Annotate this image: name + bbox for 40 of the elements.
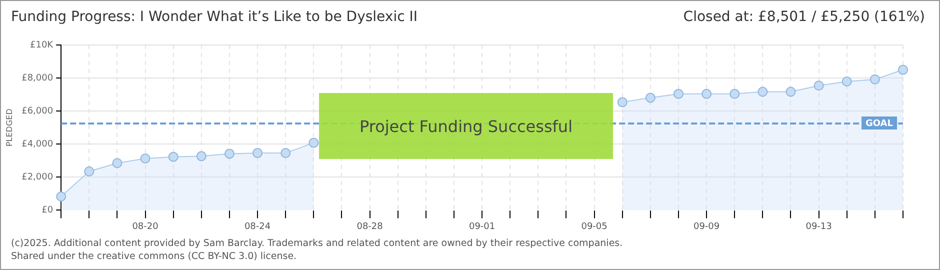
point xyxy=(196,151,206,162)
point xyxy=(617,97,628,108)
x-tick-label: 08-20 xyxy=(132,222,159,232)
x-tick-label: 09-05 xyxy=(581,222,608,232)
point xyxy=(673,88,684,99)
point xyxy=(842,76,852,87)
point xyxy=(56,191,66,202)
point xyxy=(730,88,740,99)
point xyxy=(758,86,768,97)
point xyxy=(786,86,796,97)
y-tick-label: £4,000 xyxy=(22,139,54,150)
y-tick-label: £2,000 xyxy=(22,172,54,183)
point xyxy=(814,80,824,91)
point xyxy=(280,148,291,158)
chart-subtitle: Closed at: £8,501 / £5,250 (161%) xyxy=(683,9,925,25)
point xyxy=(308,138,319,148)
point xyxy=(140,153,150,164)
text: (c)2025. Additional content provided by Sam Barclay. Trademarks and related content are owned by their respective companies. xyxy=(11,237,623,250)
x-tick-label: 08-28 xyxy=(356,222,384,232)
chart-title: Funding Progress: I Wonder What it’s Like to be Dyslexic II xyxy=(11,9,418,25)
y-tick-label: £10K xyxy=(30,40,54,50)
y-axis-title: PLEDGED xyxy=(4,108,14,147)
text: Shared under the creative commons (CC BY-NC 3.0) license. xyxy=(11,250,298,263)
y-tick-label: £6,000 xyxy=(22,106,54,116)
x-tick-label: 09-13 xyxy=(806,222,832,232)
y-tick-label: £0 xyxy=(42,206,54,216)
point xyxy=(645,92,656,103)
point xyxy=(702,88,712,99)
point xyxy=(84,166,94,176)
point xyxy=(224,148,234,159)
point xyxy=(112,158,122,168)
point xyxy=(252,148,263,158)
point xyxy=(898,64,908,75)
point xyxy=(168,152,178,162)
ref-line-label: GOAL xyxy=(866,118,894,129)
point xyxy=(870,74,880,84)
x-tick-label: 09-09 xyxy=(693,222,720,232)
x-tick-label: 08-24 xyxy=(244,222,271,232)
y-tick-label: £8,000 xyxy=(22,73,54,84)
x-tick-label: 09-01 xyxy=(468,222,496,232)
